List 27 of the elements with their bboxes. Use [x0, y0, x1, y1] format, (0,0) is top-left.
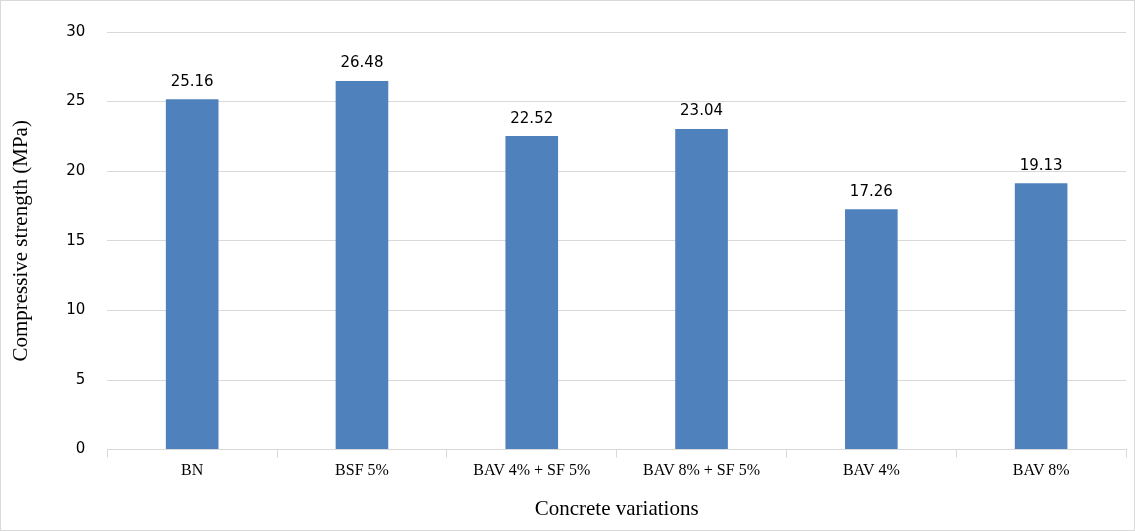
x-tick-label: BSF 5%	[335, 461, 389, 479]
bar	[505, 136, 559, 450]
x-tick-label: BAV 4% + SF 5%	[473, 461, 591, 479]
y-tick-label: 10	[66, 300, 86, 319]
data-label: 26.48	[340, 53, 384, 72]
data-label: 23.04	[680, 101, 724, 120]
bar	[165, 99, 219, 450]
bar	[675, 128, 728, 450]
y-tick-label: 30	[66, 21, 86, 40]
bar	[845, 209, 898, 450]
data-label: 25.16	[170, 71, 214, 90]
y-tick-label: 5	[75, 369, 86, 388]
y-tick-label: 0	[75, 439, 86, 458]
y-tick-label: 25	[66, 91, 86, 110]
y-axis-title: Compressive strength (MPa)	[8, 120, 33, 362]
y-tick-label: 15	[66, 230, 86, 249]
x-tick-label: BAV 4%	[842, 461, 900, 479]
y-tick-label: 20	[66, 161, 86, 180]
data-label: 22.52	[510, 108, 554, 127]
x-tick-label: BAV 8%	[1012, 461, 1070, 479]
data-label: 17.26	[849, 181, 893, 200]
bar	[335, 81, 389, 450]
bar	[1014, 183, 1068, 450]
x-tick-label: BAV 8% + SF 5%	[643, 461, 760, 479]
x-tick-label: BN	[181, 461, 204, 479]
data-label: 19.13	[1019, 155, 1063, 174]
x-axis-title: Concrete variations	[534, 495, 699, 520]
